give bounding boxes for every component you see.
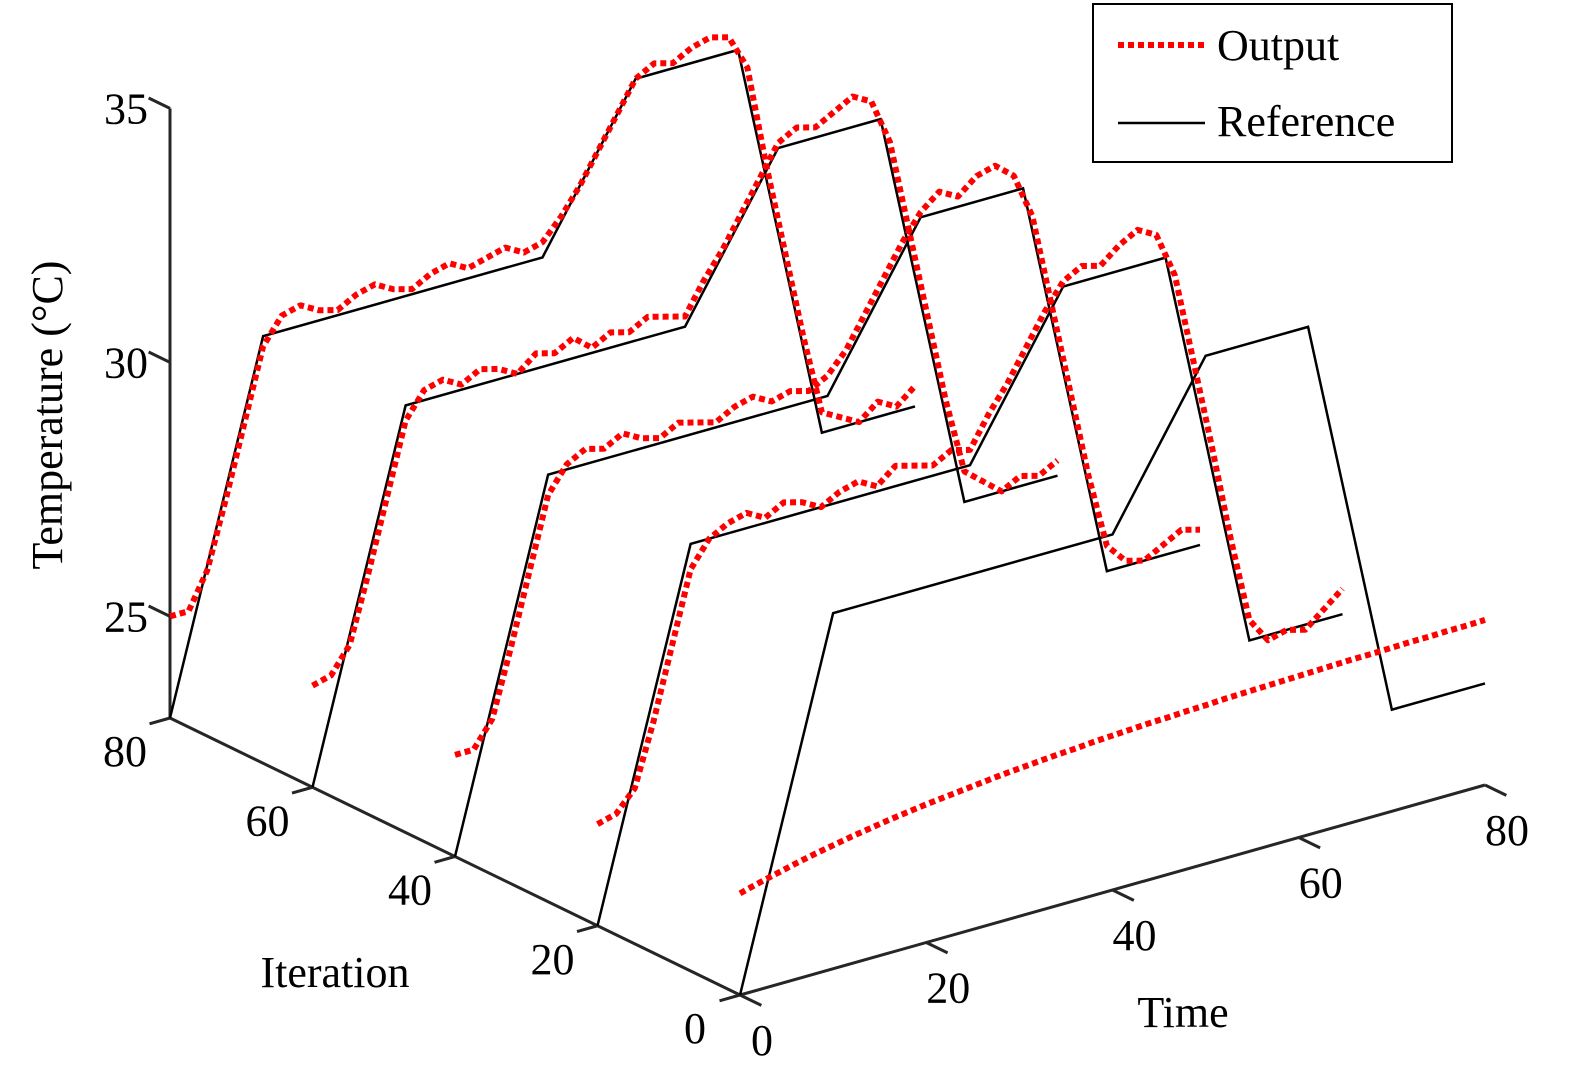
legend: Output Reference <box>1092 3 1453 163</box>
y-tick <box>719 993 741 1003</box>
reference-line-iteration-80 <box>168 48 916 719</box>
z-axis-label: Temperature (°C) <box>23 261 72 570</box>
z-tick <box>147 350 171 364</box>
x-tick-label: 60 <box>1299 859 1343 908</box>
x-axis-label: Time <box>1137 988 1228 1037</box>
legend-box <box>1092 3 1453 163</box>
reference-line-iteration-0 <box>738 325 1486 996</box>
output-line-iteration-0 <box>738 617 1486 897</box>
x-tick-label: 20 <box>926 964 970 1013</box>
y-tick-label: 80 <box>103 727 147 776</box>
legend-output-label: Output <box>1217 21 1339 70</box>
z-tick-label: 30 <box>104 338 148 387</box>
x-tick-label: 0 <box>751 1016 773 1065</box>
x-tick <box>1298 836 1321 850</box>
z-tick <box>147 604 171 618</box>
x-tick <box>1484 783 1508 797</box>
x-tick-label: 40 <box>1113 911 1157 960</box>
y-tick-label: 20 <box>531 935 575 984</box>
output-line-iteration-80 <box>169 34 918 620</box>
z-tick <box>147 96 171 110</box>
output-line-iteration-40 <box>454 162 1201 758</box>
reference-line-iteration-20 <box>596 256 1343 927</box>
output-line-iteration-20 <box>596 226 1345 827</box>
reference-line-iteration-40 <box>453 186 1201 857</box>
output-line-iteration-60 <box>311 93 1060 689</box>
x-tick <box>739 993 763 1007</box>
y-tick-label: 40 <box>388 866 432 915</box>
y-tick <box>149 716 171 726</box>
x-tick-label: 80 <box>1485 806 1529 855</box>
z-tick-label: 35 <box>104 84 148 133</box>
y-tick <box>291 785 313 795</box>
legend-reference-label: Reference <box>1217 97 1395 146</box>
reference-line-iteration-60 <box>311 117 1058 788</box>
y-tick-label: 60 <box>246 796 290 845</box>
y-tick-label: 0 <box>684 1004 706 1053</box>
x-tick <box>1111 888 1135 902</box>
series-layer <box>168 34 1486 996</box>
y-tick <box>434 855 456 864</box>
x-tick <box>925 941 949 955</box>
y-tick <box>576 924 598 933</box>
tick-labels: 0 20 40 60 80 0 20 40 60 80 25 30 35 <box>103 84 1529 1065</box>
z-tick-label: 25 <box>104 592 148 641</box>
y-axis-label: Iteration <box>260 948 409 997</box>
